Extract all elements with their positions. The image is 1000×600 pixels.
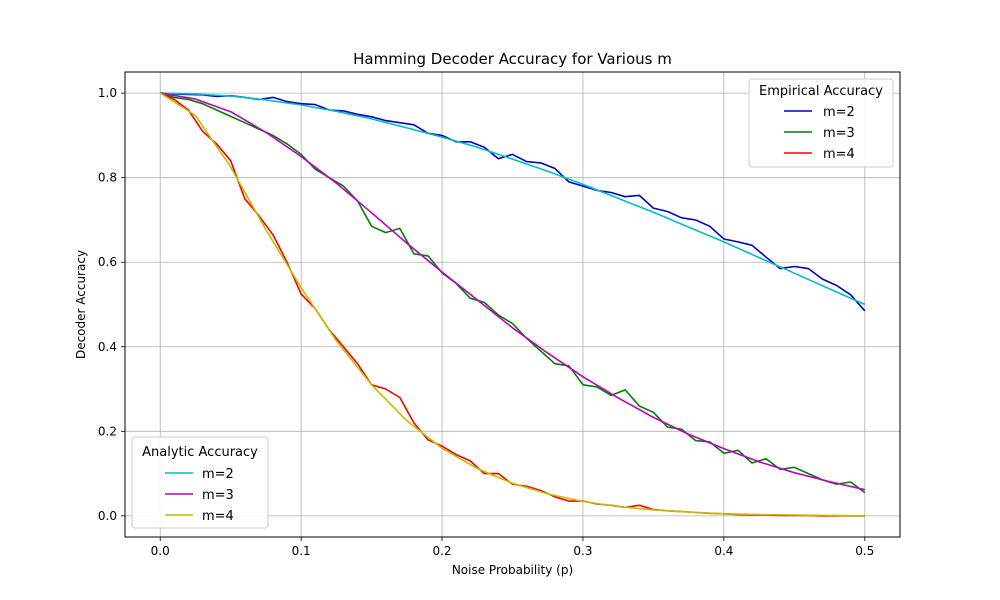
series-analytic-m3 <box>160 92 865 491</box>
x-tick-label: 0.3 <box>573 544 592 558</box>
legend-analytic-label-m2: m=2 <box>202 467 234 482</box>
legend-empirical: Empirical Accuracy m=2 m=3 m=4 <box>748 78 894 168</box>
y-axis-label: Decoder Accuracy <box>74 250 88 359</box>
legend-analytic-label-m3: m=3 <box>202 488 234 503</box>
x-axis-label: Noise Probability (p) <box>452 563 573 577</box>
series-analytic-m4 <box>159 92 865 517</box>
plot-frame <box>124 71 901 538</box>
legend-empirical-label-m2: m=2 <box>823 105 855 120</box>
y-tick-label: 0.6 <box>98 255 117 269</box>
legend-analytic-label-m4: m=4 <box>202 509 234 524</box>
series-empirical-m3 <box>159 92 866 494</box>
y-tick-label: 0.4 <box>98 340 117 354</box>
y-tick-label: 0.8 <box>98 171 117 185</box>
x-tick-label: 0.0 <box>151 544 170 558</box>
x-tick-label: 0.5 <box>855 544 874 558</box>
y-tick-label: 1.0 <box>98 86 117 100</box>
chart-title: Hamming Decoder Accuracy for Various m <box>353 50 672 68</box>
legend-empirical-label-m3: m=3 <box>823 126 855 141</box>
y-tick-label: 0.2 <box>98 424 117 438</box>
legend-analytic-title: Analytic Accuracy <box>142 445 258 460</box>
legend-empirical-label-m4: m=4 <box>823 147 855 162</box>
x-tick-label: 0.2 <box>432 544 451 558</box>
legend-empirical-box <box>748 78 894 168</box>
legend-analytic-box <box>131 436 269 529</box>
ticks: 0.0 0.1 0.2 0.3 0.4 0.5 0.0 0.2 0.4 0.6 0.8 1.0 <box>98 86 874 558</box>
legend-analytic: Analytic Accuracy m=2 m=3 m=4 <box>131 436 269 529</box>
x-tick-label: 0.4 <box>714 544 733 558</box>
y-tick-label: 0.0 <box>98 509 117 523</box>
legend-empirical-title: Empirical Accuracy <box>759 84 883 99</box>
series-empirical-m2 <box>160 92 866 312</box>
series-group <box>159 92 866 517</box>
series-analytic-m2 <box>160 92 866 306</box>
x-tick-label: 0.1 <box>292 544 311 558</box>
